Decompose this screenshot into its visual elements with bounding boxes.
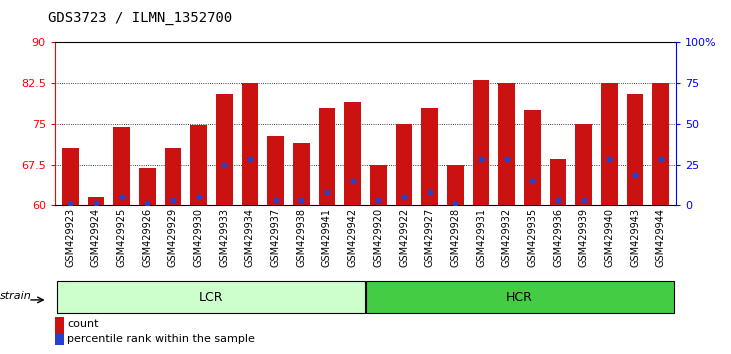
Bar [499, 83, 515, 205]
Bar [626, 94, 643, 205]
Bar [216, 94, 232, 205]
Bar [190, 125, 207, 205]
Bar [370, 165, 387, 205]
Bar [319, 108, 336, 205]
Bar [88, 197, 105, 205]
Text: percentile rank within the sample: percentile rank within the sample [67, 334, 255, 344]
Bar [575, 124, 592, 205]
Text: GDS3723 / ILMN_1352700: GDS3723 / ILMN_1352700 [48, 11, 232, 25]
Bar [58, 281, 366, 313]
Bar [395, 124, 412, 205]
Text: HCR: HCR [506, 291, 533, 304]
Bar [447, 165, 463, 205]
Bar [242, 83, 258, 205]
Bar [524, 110, 541, 205]
Text: count: count [67, 319, 99, 329]
Bar [268, 136, 284, 205]
Text: LCR: LCR [199, 291, 224, 304]
Bar [139, 169, 156, 205]
Bar [293, 143, 310, 205]
Bar [62, 148, 78, 205]
Bar [421, 108, 438, 205]
Bar [113, 127, 130, 205]
Bar [601, 83, 618, 205]
Bar [653, 83, 669, 205]
Bar [344, 102, 361, 205]
Bar [366, 281, 673, 313]
Text: strain: strain [0, 291, 31, 301]
Bar [164, 148, 181, 205]
Bar [473, 80, 489, 205]
Bar [550, 159, 567, 205]
